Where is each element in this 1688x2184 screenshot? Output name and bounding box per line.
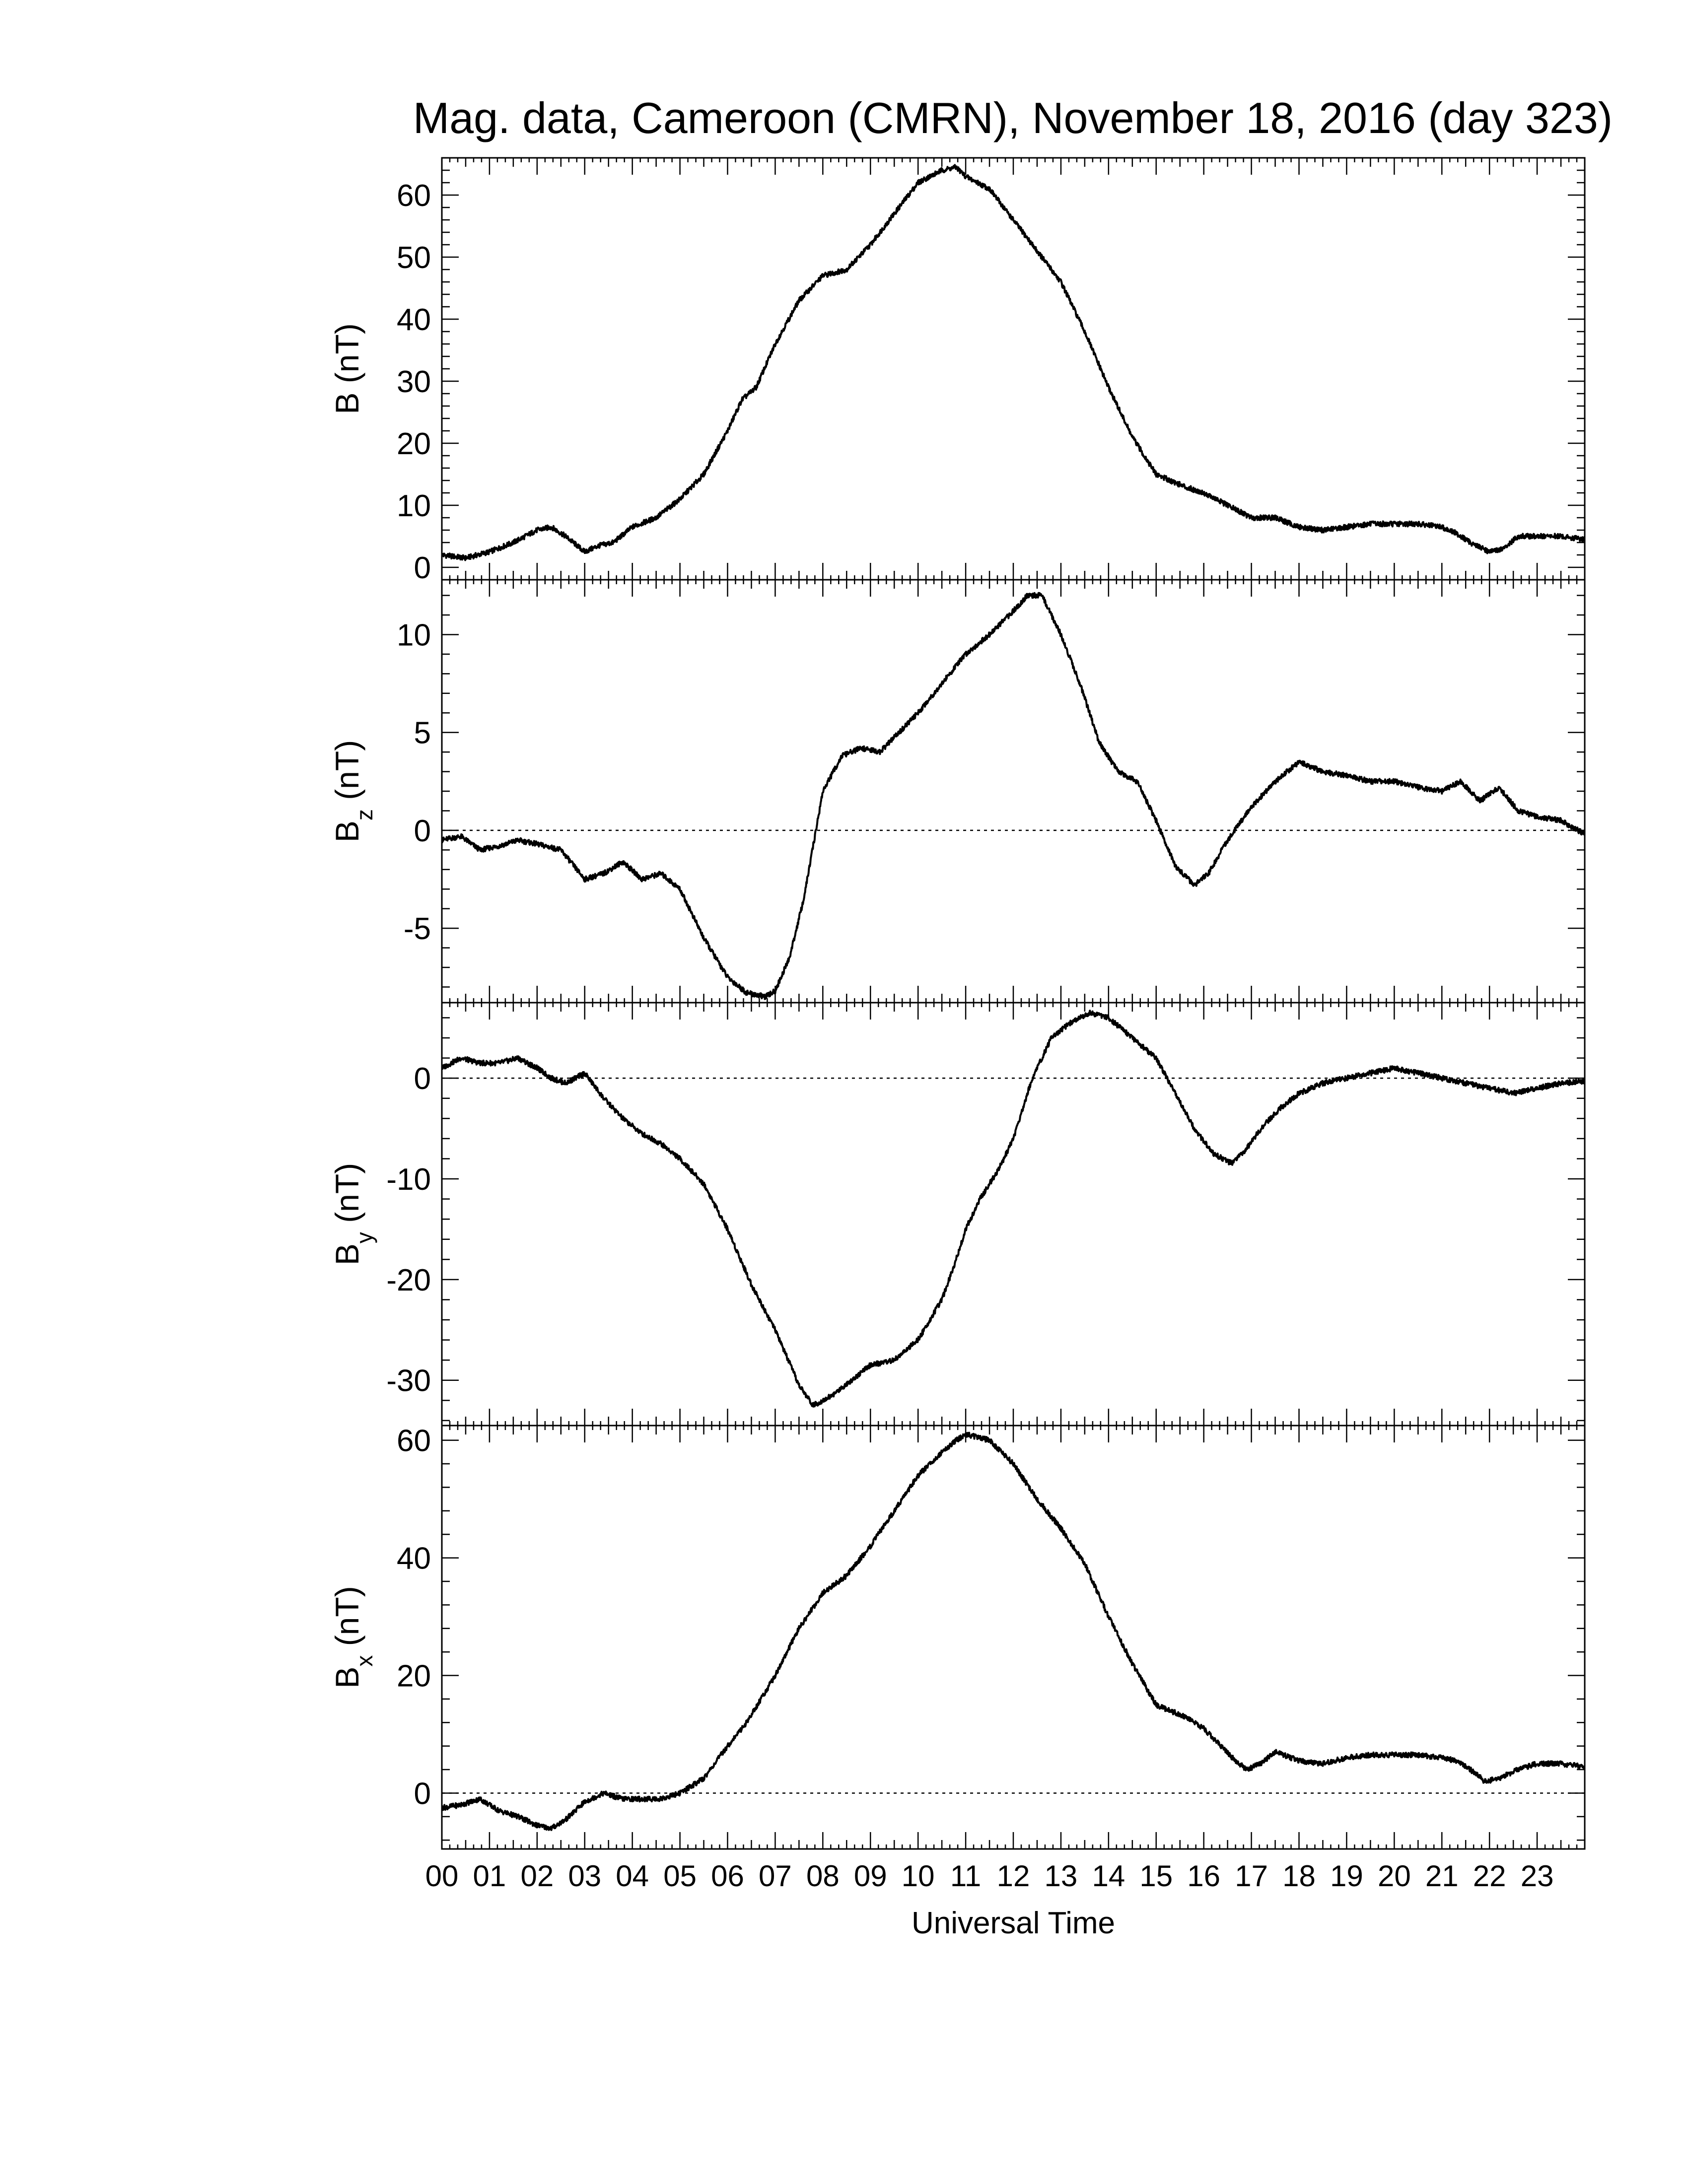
x-tick-label: 16 bbox=[1187, 1859, 1220, 1893]
x-tick-label: 14 bbox=[1092, 1859, 1125, 1893]
panel-frame bbox=[441, 1425, 1586, 1850]
y-axis-label-main: B bbox=[329, 1243, 365, 1265]
x-tick-label: 12 bbox=[997, 1859, 1030, 1893]
x-axis-tick-labels: 00 01 02 03 04 05 06 07 08 09 10 11 12 13 14 15 16 17 18 19… bbox=[425, 1859, 1554, 1893]
y-tick-label: 0 bbox=[414, 814, 431, 848]
y-ticks bbox=[442, 1439, 1585, 1841]
x-tick-label: 04 bbox=[616, 1859, 649, 1893]
chart-title: Mag. data, Cameroon (CMRN), November 18,… bbox=[413, 93, 1613, 142]
x-tick-label: 09 bbox=[854, 1859, 887, 1893]
y-axis-label: Bx (nT) bbox=[329, 1586, 377, 1688]
x-tick-label: 13 bbox=[1045, 1859, 1078, 1893]
x-tick-label: 11 bbox=[950, 1859, 981, 1893]
y-tick-label: 5 bbox=[414, 716, 431, 751]
y-axis-label-unit: (nT) bbox=[329, 1163, 365, 1232]
y-axis-label-subscript: z bbox=[352, 809, 377, 820]
panel-Bx: 0 20 40 60 Bx (nT) bbox=[329, 1424, 1586, 1850]
x-ticks bbox=[441, 580, 1586, 1003]
x-axis-label: Universal Time bbox=[912, 1906, 1115, 1940]
y-axis-label-main: B bbox=[329, 1667, 365, 1689]
x-tick-label: 17 bbox=[1235, 1859, 1268, 1893]
y-tick-label: 20 bbox=[397, 1659, 431, 1694]
y-axis-label-unit: (nT) bbox=[329, 323, 365, 392]
y-tick-label: -30 bbox=[386, 1364, 431, 1398]
x-tick-label: 00 bbox=[425, 1859, 459, 1893]
panel-B: 0 10 20 30 40 50 60 B (nT) bbox=[329, 157, 1586, 585]
y-tick-label: 40 bbox=[397, 303, 431, 337]
x-ticks bbox=[441, 1003, 1586, 1426]
chart-panels: 0 10 20 30 40 50 60 B (nT) -5 0 5 10 Bz (nT) -30 -20 -1… bbox=[329, 157, 1586, 1850]
y-tick-label: 40 bbox=[397, 1542, 431, 1576]
series-line-Bz bbox=[442, 592, 1585, 1000]
y-axis-label-main: B bbox=[329, 393, 365, 414]
x-tick-label: 19 bbox=[1330, 1859, 1363, 1893]
x-tick-label: 23 bbox=[1521, 1859, 1554, 1893]
x-tick-label: 21 bbox=[1425, 1859, 1459, 1893]
x-ticks bbox=[441, 1426, 1586, 1849]
series-line-Bx bbox=[442, 1432, 1585, 1831]
x-ticks bbox=[441, 158, 1586, 580]
y-tick-label: 0 bbox=[414, 1062, 431, 1096]
panel-By: -30 -20 -10 0 By (nT) bbox=[329, 1002, 1586, 1427]
panel-Bz: -5 0 5 10 Bz (nT) bbox=[329, 579, 1586, 1004]
y-axis-label-unit: (nT) bbox=[329, 740, 365, 809]
x-tick-label: 10 bbox=[902, 1859, 935, 1893]
y-tick-label: 30 bbox=[397, 365, 431, 399]
y-axis-label: Bz (nT) bbox=[329, 740, 377, 842]
y-tick-label: 10 bbox=[397, 489, 431, 523]
y-axis-label-unit: (nT) bbox=[329, 1586, 365, 1655]
series-line-B bbox=[442, 164, 1585, 561]
y-axis-label-subscript: x bbox=[352, 1655, 377, 1667]
y-tick-label: 50 bbox=[397, 241, 431, 275]
x-tick-label: 02 bbox=[520, 1859, 554, 1893]
x-tick-label: 01 bbox=[473, 1859, 506, 1893]
x-tick-label: 20 bbox=[1378, 1859, 1411, 1893]
y-tick-label: -5 bbox=[404, 912, 431, 946]
x-tick-label: 03 bbox=[568, 1859, 601, 1893]
y-axis-label-main: B bbox=[329, 820, 365, 842]
y-tick-label: 0 bbox=[414, 551, 431, 585]
y-tick-label: 60 bbox=[397, 179, 431, 213]
series-line-By bbox=[442, 1010, 1585, 1408]
x-tick-label: 18 bbox=[1282, 1859, 1316, 1893]
y-axis-label: B (nT) bbox=[329, 323, 365, 414]
x-tick-label: 05 bbox=[663, 1859, 697, 1893]
y-tick-label: 60 bbox=[397, 1424, 431, 1458]
panel-frame bbox=[441, 579, 1586, 1004]
y-axis-label: By (nT) bbox=[329, 1163, 377, 1265]
y-tick-label: 20 bbox=[397, 427, 431, 461]
y-axis-label-subscript: y bbox=[352, 1232, 377, 1243]
y-ticks bbox=[442, 157, 1585, 581]
y-tick-label: -10 bbox=[386, 1162, 431, 1197]
panel-frame bbox=[441, 1002, 1586, 1427]
y-tick-label: 0 bbox=[414, 1776, 431, 1811]
y-ticks bbox=[442, 595, 1585, 988]
x-tick-label: 22 bbox=[1473, 1859, 1506, 1893]
y-tick-label: -20 bbox=[386, 1263, 431, 1297]
x-tick-label: 08 bbox=[806, 1859, 840, 1893]
x-tick-label: 15 bbox=[1139, 1859, 1173, 1893]
y-tick-label: 10 bbox=[397, 618, 431, 652]
x-tick-label: 07 bbox=[759, 1859, 792, 1893]
x-tick-label: 06 bbox=[711, 1859, 744, 1893]
